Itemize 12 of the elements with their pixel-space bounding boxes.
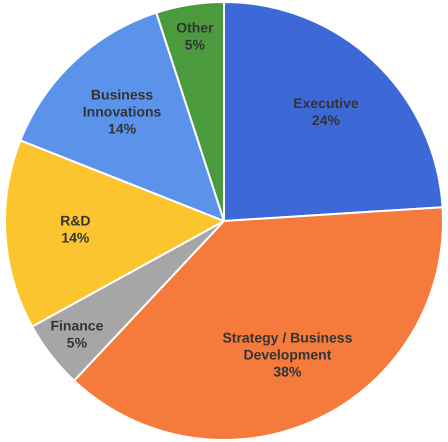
slice-label: Strategy / Business Development xyxy=(222,330,353,363)
data-label: 38% xyxy=(273,364,302,380)
data-label: 5% xyxy=(184,36,206,52)
data-label: 14% xyxy=(108,120,137,136)
slice-label: Other xyxy=(176,20,214,36)
slice-label: Finance xyxy=(50,317,104,334)
data-label: 24% xyxy=(312,112,340,128)
slice-label: R&D xyxy=(60,212,91,229)
slice-label: Executive xyxy=(293,94,359,111)
data-label: 14% xyxy=(61,230,90,246)
slice-label: Business Innovations xyxy=(82,86,162,120)
data-label: 5% xyxy=(66,334,88,350)
